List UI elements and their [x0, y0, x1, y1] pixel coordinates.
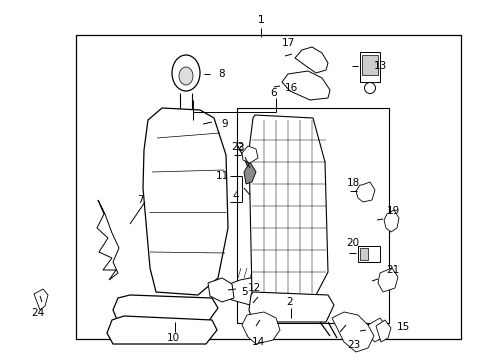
Text: 10: 10 [166, 333, 179, 343]
Bar [237, 108, 388, 323]
Text: 24: 24 [31, 308, 44, 318]
Text: 2: 2 [286, 297, 293, 307]
Bar [359, 248, 367, 260]
Polygon shape [142, 108, 227, 295]
Text: 11: 11 [215, 171, 228, 181]
Polygon shape [220, 278, 271, 305]
Polygon shape [383, 210, 398, 232]
Text: 5: 5 [241, 287, 248, 297]
Polygon shape [113, 295, 218, 322]
Bar [361, 55, 377, 75]
Bar [357, 246, 379, 262]
Polygon shape [367, 318, 385, 342]
Text: 7: 7 [137, 195, 143, 205]
Text: 12: 12 [247, 283, 260, 293]
Text: 13: 13 [373, 61, 386, 71]
Text: 3: 3 [236, 143, 243, 153]
Polygon shape [107, 316, 217, 344]
Text: 1: 1 [257, 15, 264, 25]
Ellipse shape [172, 55, 200, 91]
Polygon shape [282, 71, 329, 100]
Polygon shape [248, 115, 327, 295]
Text: 4: 4 [232, 191, 239, 201]
Text: 21: 21 [386, 265, 399, 275]
Bar [76, 35, 460, 339]
Polygon shape [294, 47, 327, 73]
Polygon shape [355, 182, 374, 202]
Polygon shape [375, 320, 390, 342]
Bar [185, 128, 195, 133]
Text: 22: 22 [230, 142, 244, 152]
Polygon shape [34, 289, 48, 310]
Text: 9: 9 [221, 119, 227, 129]
Text: 20: 20 [346, 238, 359, 248]
Text: 1: 1 [257, 15, 264, 25]
Text: 14: 14 [251, 337, 264, 347]
Text: 23: 23 [346, 340, 360, 350]
Polygon shape [242, 312, 280, 344]
Ellipse shape [179, 67, 193, 85]
Polygon shape [377, 268, 397, 292]
Polygon shape [248, 292, 333, 322]
Text: 15: 15 [396, 322, 409, 332]
Polygon shape [97, 200, 119, 280]
Text: 17: 17 [281, 38, 294, 48]
Polygon shape [244, 162, 256, 184]
Text: 8: 8 [218, 69, 224, 79]
Bar [359, 52, 379, 82]
Bar [185, 110, 195, 115]
Text: 19: 19 [386, 206, 399, 216]
Polygon shape [207, 278, 234, 302]
Text: 16: 16 [285, 83, 298, 93]
Polygon shape [242, 146, 258, 163]
Text: 6: 6 [270, 88, 277, 98]
Text: 18: 18 [346, 178, 359, 188]
Polygon shape [331, 312, 373, 352]
